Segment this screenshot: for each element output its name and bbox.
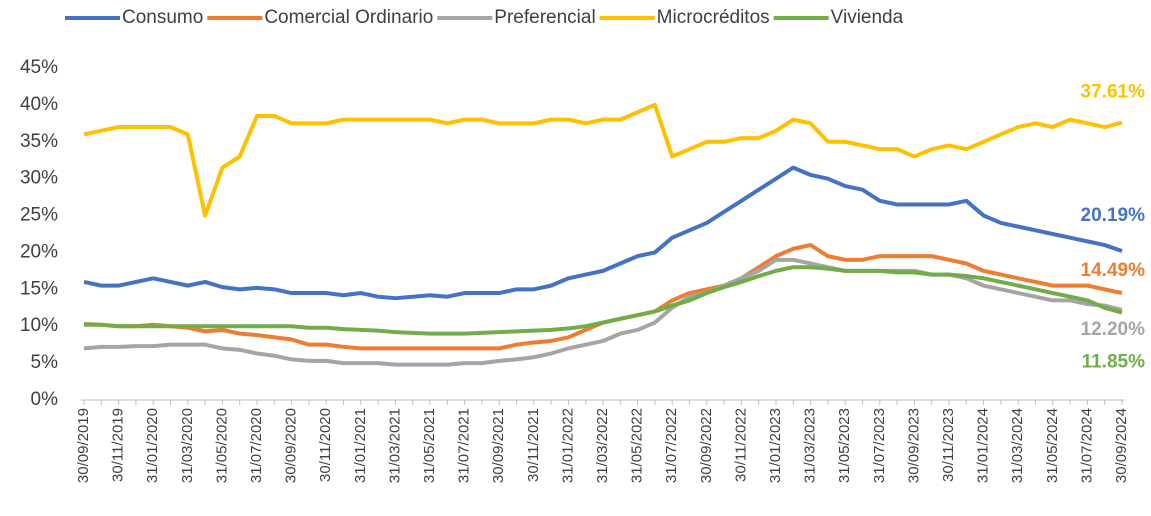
value-label: 11.85%: [1082, 352, 1145, 373]
legend-label: Vivienda: [831, 7, 904, 28]
y-tick-label: 45%: [20, 57, 58, 78]
x-tick-label: 30/11/2021: [525, 408, 542, 482]
x-tick-label: 31/03/2021: [386, 408, 403, 483]
series-line: [83, 243, 1123, 351]
x-tick-label: 31/01/2023: [767, 408, 784, 483]
x-tick-label: 31/07/2022: [663, 408, 680, 483]
series-line: [83, 102, 1123, 218]
y-tick-label: 35%: [20, 131, 58, 152]
legend-label: Preferencial: [494, 7, 595, 28]
x-tick-label: 31/01/2020: [144, 408, 161, 483]
y-tick-label: 20%: [20, 241, 58, 262]
y-tick-label: 5%: [31, 352, 59, 373]
x-tick-label: 31/07/2023: [871, 408, 888, 483]
x-tick-label: 30/11/2022: [732, 408, 749, 482]
x-tick-label: 31/01/2021: [352, 408, 369, 483]
y-tick-label: 25%: [20, 205, 58, 226]
x-tick-label: 30/09/2020: [283, 408, 300, 483]
x-tick-label: 31/07/2024: [1078, 408, 1095, 483]
y-tick-label: 30%: [20, 168, 58, 189]
value-label: 12.20%: [1081, 319, 1146, 340]
x-tick-label: 31/01/2024: [975, 408, 992, 483]
x-tick-label: 31/05/2024: [1044, 408, 1061, 483]
x-tick-label: 31/03/2024: [1009, 408, 1026, 483]
x-tick-label: 31/05/2021: [421, 408, 438, 483]
x-tick-label: 30/09/2024: [1113, 408, 1130, 483]
value-label: 37.61%: [1081, 82, 1146, 103]
x-tick-label: 30/11/2020: [317, 408, 334, 482]
y-tick-label: 10%: [20, 315, 58, 336]
x-tick-label: 30/09/2021: [490, 408, 507, 483]
x-tick-label: 31/07/2021: [456, 408, 473, 483]
x-tick-label: 31/03/2023: [802, 408, 819, 483]
x-tick-label: 31/05/2023: [836, 408, 853, 483]
y-tick-label: 0%: [31, 389, 59, 410]
x-tick-label: 31/05/2020: [213, 408, 230, 483]
legend-label: Consumo: [122, 7, 203, 28]
x-tick-label: 31/03/2022: [594, 408, 611, 483]
value-label: 14.49%: [1081, 260, 1146, 281]
y-tick-label: 40%: [20, 94, 58, 115]
x-tick-label: 31/01/2022: [559, 408, 576, 483]
x-tick-label: 31/07/2020: [248, 408, 265, 483]
x-tick-label: 31/05/2022: [629, 408, 646, 483]
y-tick-label: 15%: [20, 278, 58, 299]
x-tick-label: 30/09/2022: [698, 408, 715, 483]
x-tick-label: 30/09/2019: [75, 408, 92, 483]
x-tick-label: 31/03/2020: [179, 408, 196, 483]
legend-label: Microcréditos: [657, 7, 770, 28]
series-line: [84, 265, 1123, 336]
legend-label: Comercial Ordinario: [264, 7, 433, 28]
x-tick-label: 30/11/2019: [110, 408, 127, 482]
x-tick-label: 30/11/2023: [940, 408, 957, 482]
x-tick-label: 30/09/2023: [905, 408, 922, 483]
series-line: [83, 165, 1123, 301]
value-label: 20.19%: [1081, 205, 1146, 226]
